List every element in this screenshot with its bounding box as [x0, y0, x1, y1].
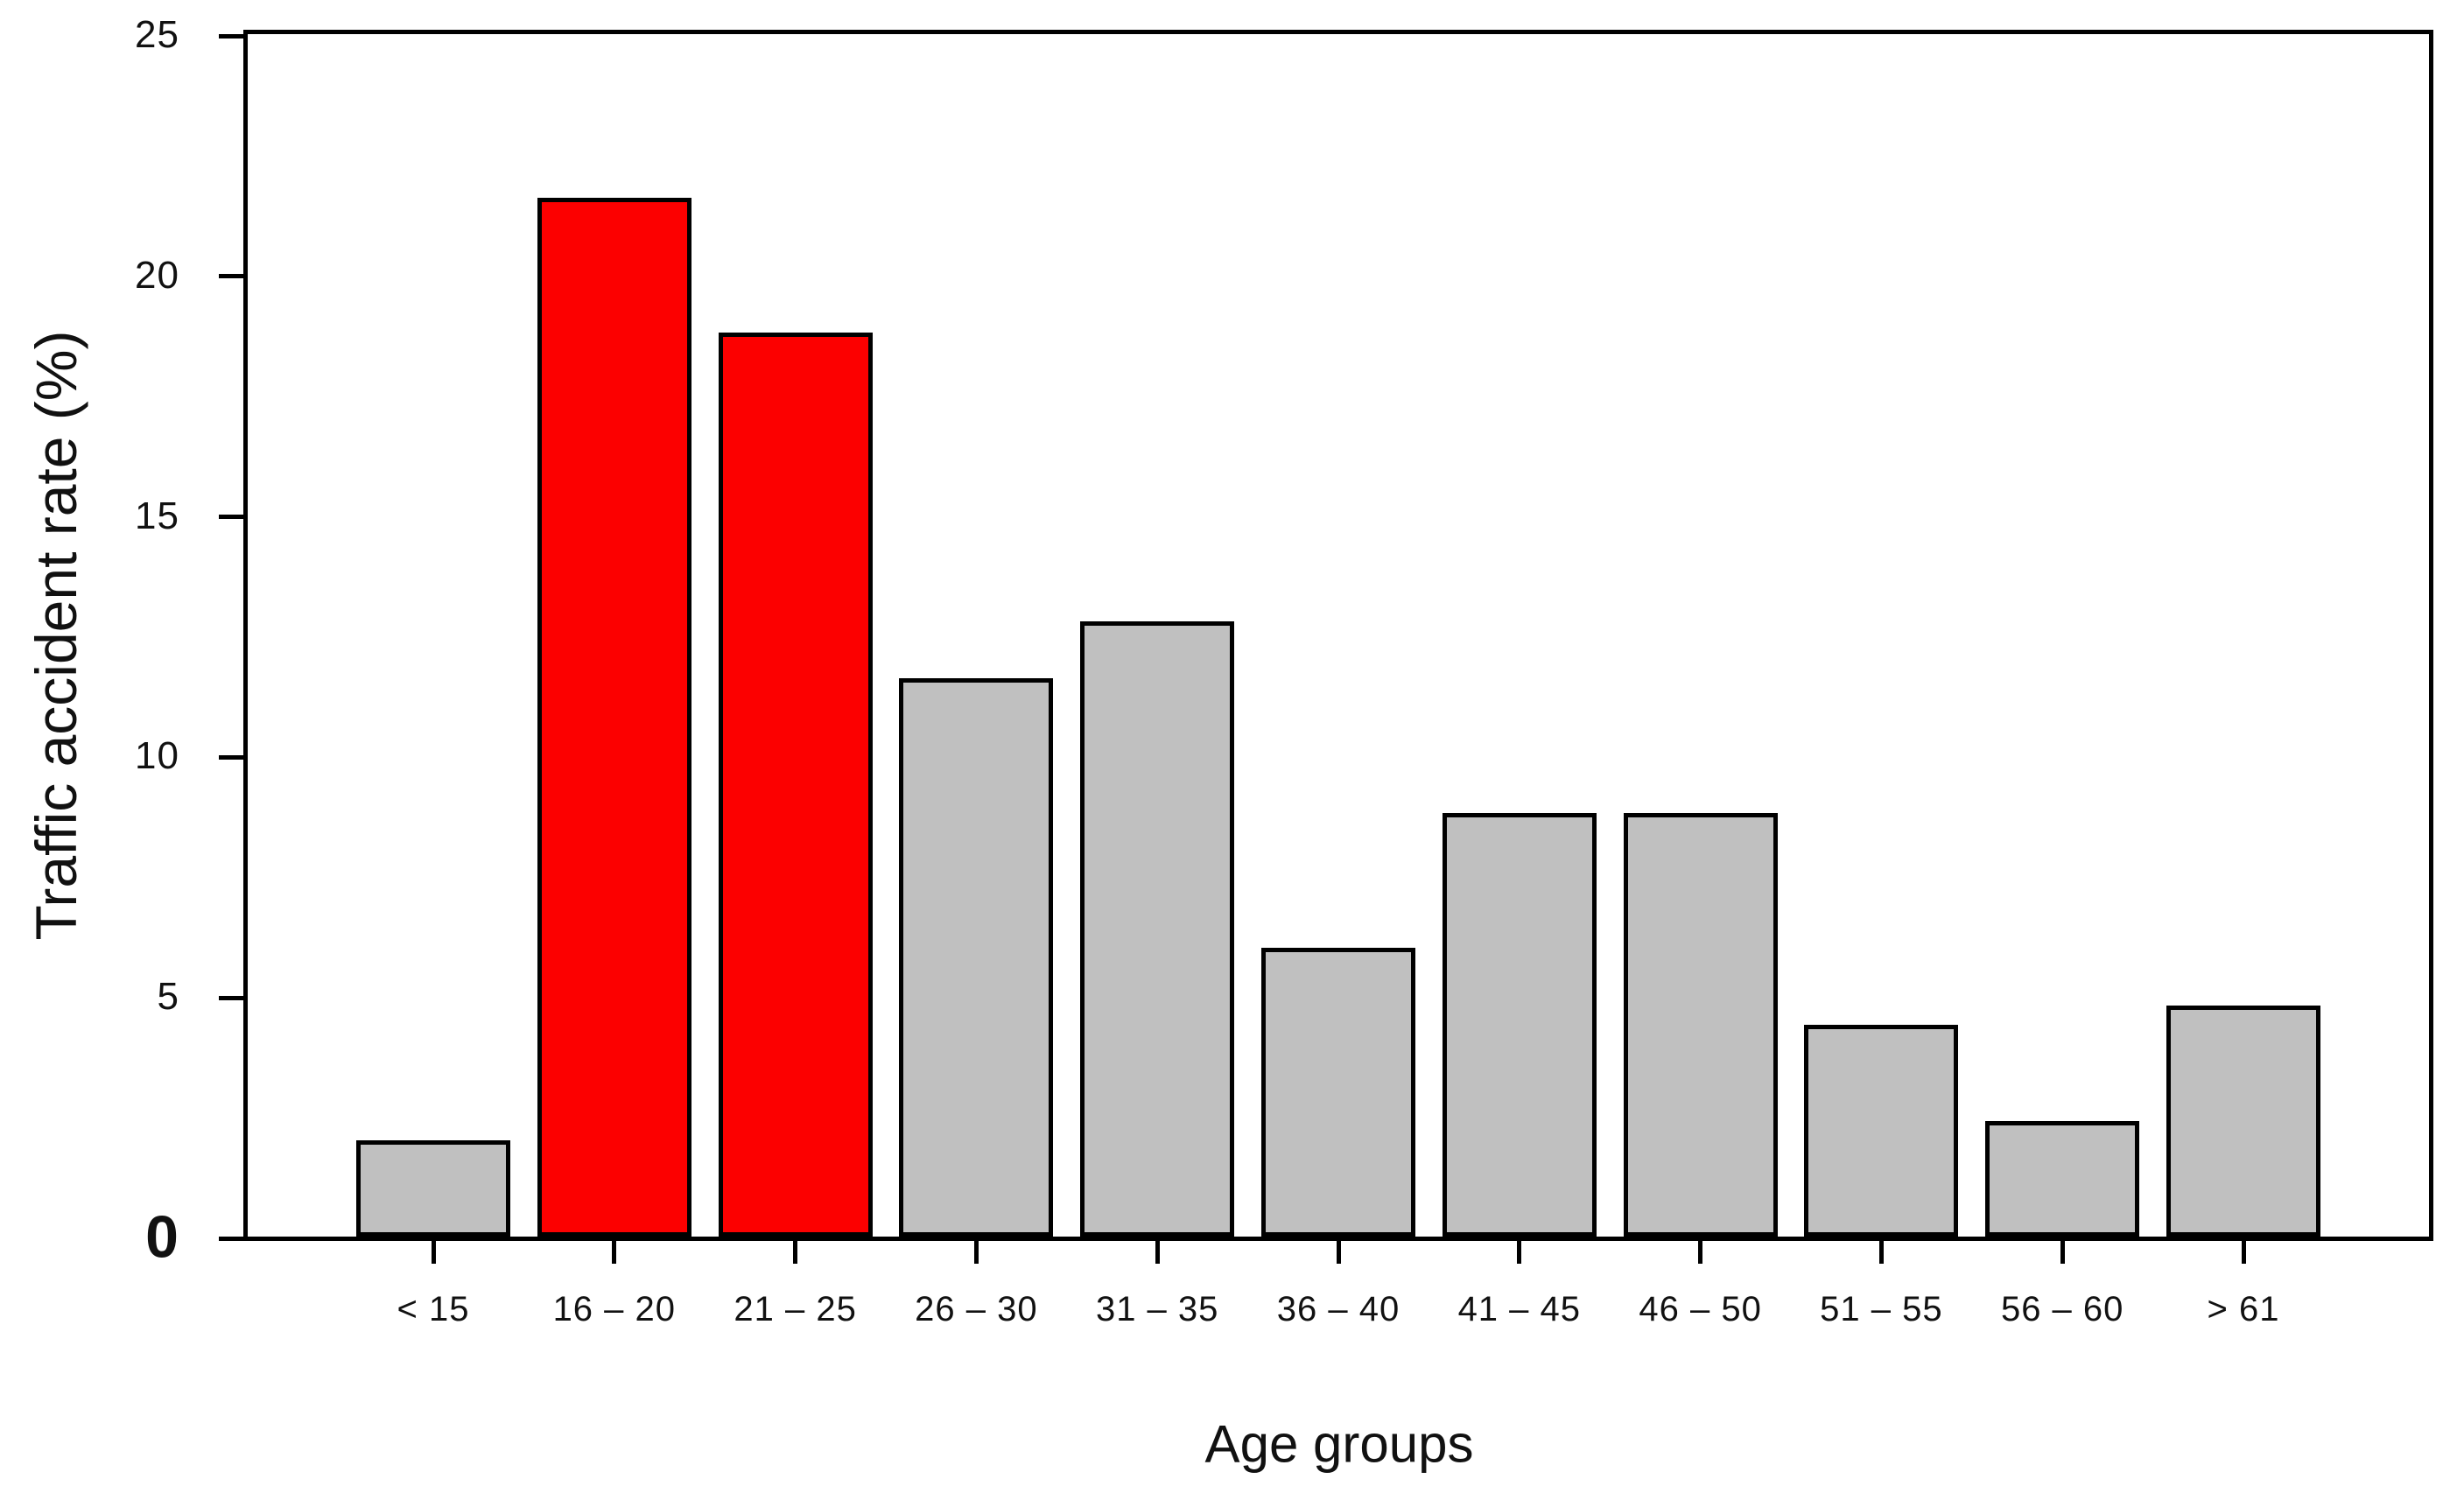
bar-41-45 — [1442, 813, 1597, 1237]
x-axis-tick-36-40 — [1336, 1241, 1341, 1264]
x-axis-tick-46-50 — [1698, 1241, 1703, 1264]
x-tick-label-16-20: 16 – 20 — [552, 1290, 677, 1328]
y-axis-tick-10 — [219, 754, 243, 760]
x-axis-tick-21-25 — [793, 1241, 798, 1264]
y-axis-tick-15 — [219, 515, 243, 520]
x-axis-tick-16-20 — [612, 1241, 617, 1264]
x-tick-label-46-50: 46 – 50 — [1639, 1290, 1762, 1328]
y-axis-tick-0 — [219, 1236, 243, 1241]
y-tick-label-10: 10 — [135, 734, 179, 778]
bar-16-20 — [537, 197, 691, 1237]
y-tick-label-20: 20 — [135, 253, 179, 297]
bar-26-30 — [899, 678, 1054, 1237]
x-axis-tick-26-30 — [973, 1241, 979, 1264]
bar-21-25 — [718, 332, 873, 1237]
bar-56-60 — [1985, 1121, 2140, 1237]
x-axis-tick-gt-61 — [2241, 1241, 2246, 1264]
y-axis-tick-25 — [219, 33, 243, 39]
y-axis-tick-20 — [219, 274, 243, 279]
bar-36-40 — [1261, 948, 1415, 1237]
x-tick-label-31-35: 31 – 35 — [1095, 1290, 1219, 1328]
x-axis-tick-51-55 — [1878, 1241, 1884, 1264]
x-tick-label-36-40: 36 – 40 — [1276, 1290, 1400, 1328]
bar-lt-15 — [356, 1140, 510, 1237]
bar-31-35 — [1080, 620, 1235, 1237]
x-axis-tick-31-35 — [1155, 1241, 1160, 1264]
x-tick-label-56-60: 56 – 60 — [2000, 1290, 2124, 1328]
y-axis-title: Traffic accident rate (%) — [24, 330, 88, 941]
x-tick-label-26-30: 26 – 30 — [915, 1290, 1038, 1328]
x-tick-label-lt-15: < 15 — [397, 1290, 470, 1328]
bar-46-50 — [1623, 813, 1778, 1237]
y-tick-label-5: 5 — [157, 975, 179, 1019]
plot-area — [243, 30, 2433, 1241]
x-axis-tick-lt-15 — [431, 1241, 436, 1264]
y-tick-label-15: 15 — [135, 494, 179, 537]
y-tick-label-0: 0 — [145, 1203, 179, 1271]
x-axis-tick-41-45 — [1517, 1241, 1522, 1264]
y-axis-tick-5 — [219, 995, 243, 1000]
x-tick-label-gt-61: > 61 — [2207, 1290, 2280, 1328]
x-tick-label-21-25: 21 – 25 — [734, 1290, 857, 1328]
bar-gt-61 — [2166, 1006, 2320, 1237]
x-tick-label-41-45: 41 – 45 — [1457, 1290, 1582, 1328]
x-tick-label-51-55: 51 – 55 — [1820, 1290, 1943, 1328]
x-axis-title: Age groups — [1204, 1414, 1474, 1474]
bar-51-55 — [1804, 1025, 1959, 1237]
y-tick-label-25: 25 — [135, 13, 179, 56]
x-axis-tick-56-60 — [2060, 1241, 2065, 1264]
